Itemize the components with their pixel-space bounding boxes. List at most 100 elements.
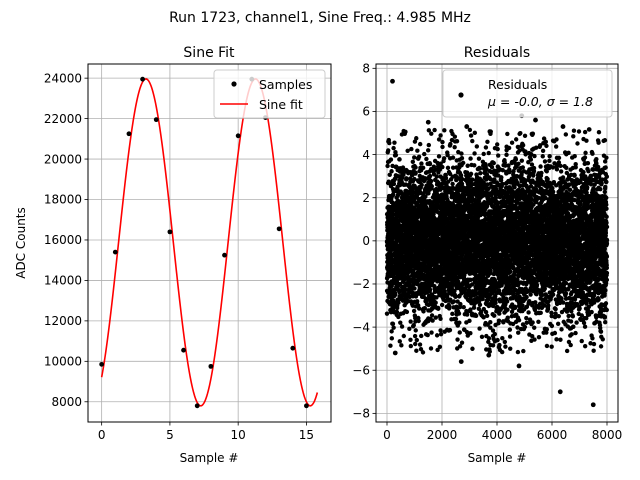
residual-point — [447, 304, 452, 309]
residual-point — [461, 304, 466, 310]
residual-point — [427, 161, 433, 167]
residual-point — [436, 154, 442, 159]
residual-point — [412, 139, 418, 144]
residual-point — [438, 331, 444, 337]
residual-point — [437, 344, 443, 349]
residual-point — [445, 165, 451, 171]
residual-point — [420, 350, 426, 355]
residual-point — [404, 309, 410, 315]
residual-point — [412, 155, 417, 160]
residual-point — [516, 330, 521, 335]
sine-fit-x-tick-label: 5 — [166, 428, 174, 442]
residual-point — [418, 141, 423, 147]
residual-point — [464, 308, 469, 314]
residual-point — [393, 292, 398, 297]
residual-point — [455, 337, 460, 342]
residual-point — [438, 264, 444, 270]
residual-point — [401, 333, 406, 339]
residual-point — [391, 272, 397, 277]
residual-point — [398, 320, 403, 325]
residual-point — [422, 151, 427, 157]
residual-point — [477, 166, 483, 171]
sample-point — [222, 252, 227, 258]
residual-point — [464, 329, 470, 335]
residual-point — [505, 131, 510, 137]
residual-point — [479, 334, 485, 339]
residual-point — [445, 152, 450, 158]
residual-point — [500, 336, 505, 341]
residual-point — [447, 171, 453, 177]
sine-fit-y-tick-label: 20000 — [44, 152, 82, 166]
residual-point — [413, 170, 418, 175]
residual-point — [468, 331, 473, 336]
residual-point — [405, 148, 410, 154]
residual-point — [411, 322, 416, 328]
residual-point — [420, 165, 426, 171]
sine-fit-y-tick-label: 10000 — [44, 355, 82, 369]
sample-point — [235, 133, 241, 139]
residual-point — [496, 153, 501, 158]
residual-point — [492, 331, 497, 337]
residual-point — [394, 309, 400, 315]
residual-point — [507, 334, 513, 339]
residual-point — [491, 313, 497, 318]
residual-point — [507, 327, 513, 332]
residual-point — [428, 346, 434, 351]
residual-point — [429, 131, 434, 136]
residual-point — [512, 184, 517, 190]
residual-point — [425, 148, 431, 153]
residual-point — [425, 332, 430, 338]
residual-point — [418, 347, 424, 352]
sine-fit-legend: Samples Sine fit — [213, 69, 326, 119]
residual-point — [464, 170, 470, 175]
residual-point — [509, 140, 515, 145]
residual-point — [448, 141, 453, 147]
residual-point — [391, 181, 397, 187]
residual-point — [442, 128, 447, 133]
residual-point — [495, 142, 500, 147]
residual-point — [470, 346, 475, 351]
residual-point — [428, 178, 434, 184]
residual-point — [413, 165, 418, 170]
residual-point — [447, 327, 453, 333]
residual-point — [518, 130, 523, 136]
residual-point — [389, 169, 394, 174]
sample-point — [112, 249, 118, 255]
residual-point — [484, 313, 490, 319]
residual-point — [397, 339, 402, 344]
residual-point — [413, 328, 418, 333]
residual-point — [438, 133, 443, 138]
residual-point — [472, 163, 477, 168]
residual-point — [434, 333, 440, 338]
residual-point — [452, 134, 458, 139]
residual-point — [490, 343, 496, 348]
residual-point — [417, 342, 423, 347]
residual-point — [467, 127, 473, 133]
sine-fit-y-tick-label: 14000 — [44, 274, 82, 288]
residual-point — [489, 164, 495, 170]
residual-point — [436, 306, 441, 311]
residual-point — [452, 288, 457, 294]
residual-point — [438, 161, 443, 166]
residual-point — [399, 343, 404, 348]
residual-point — [397, 157, 402, 162]
residual-point — [488, 129, 493, 134]
residual-point — [468, 171, 474, 177]
residual-point — [486, 336, 492, 341]
residual-point — [415, 148, 420, 153]
sample-point — [290, 345, 296, 351]
sample-point — [276, 226, 282, 232]
residual-point — [417, 306, 422, 311]
sine-fit-y-axis: 8000100001200014000160001800020000220002… — [44, 71, 88, 409]
residual-point — [409, 146, 414, 152]
residual-point — [414, 348, 419, 353]
residual-point — [412, 176, 417, 182]
residual-point — [389, 329, 394, 334]
residual-point — [393, 152, 399, 158]
residual-point — [459, 176, 465, 182]
residual-point — [440, 164, 445, 170]
residual-point — [508, 346, 513, 351]
sine-fit-x-tick-label: 0 — [98, 428, 106, 442]
sample-point — [208, 363, 214, 369]
residual-point — [477, 326, 482, 331]
